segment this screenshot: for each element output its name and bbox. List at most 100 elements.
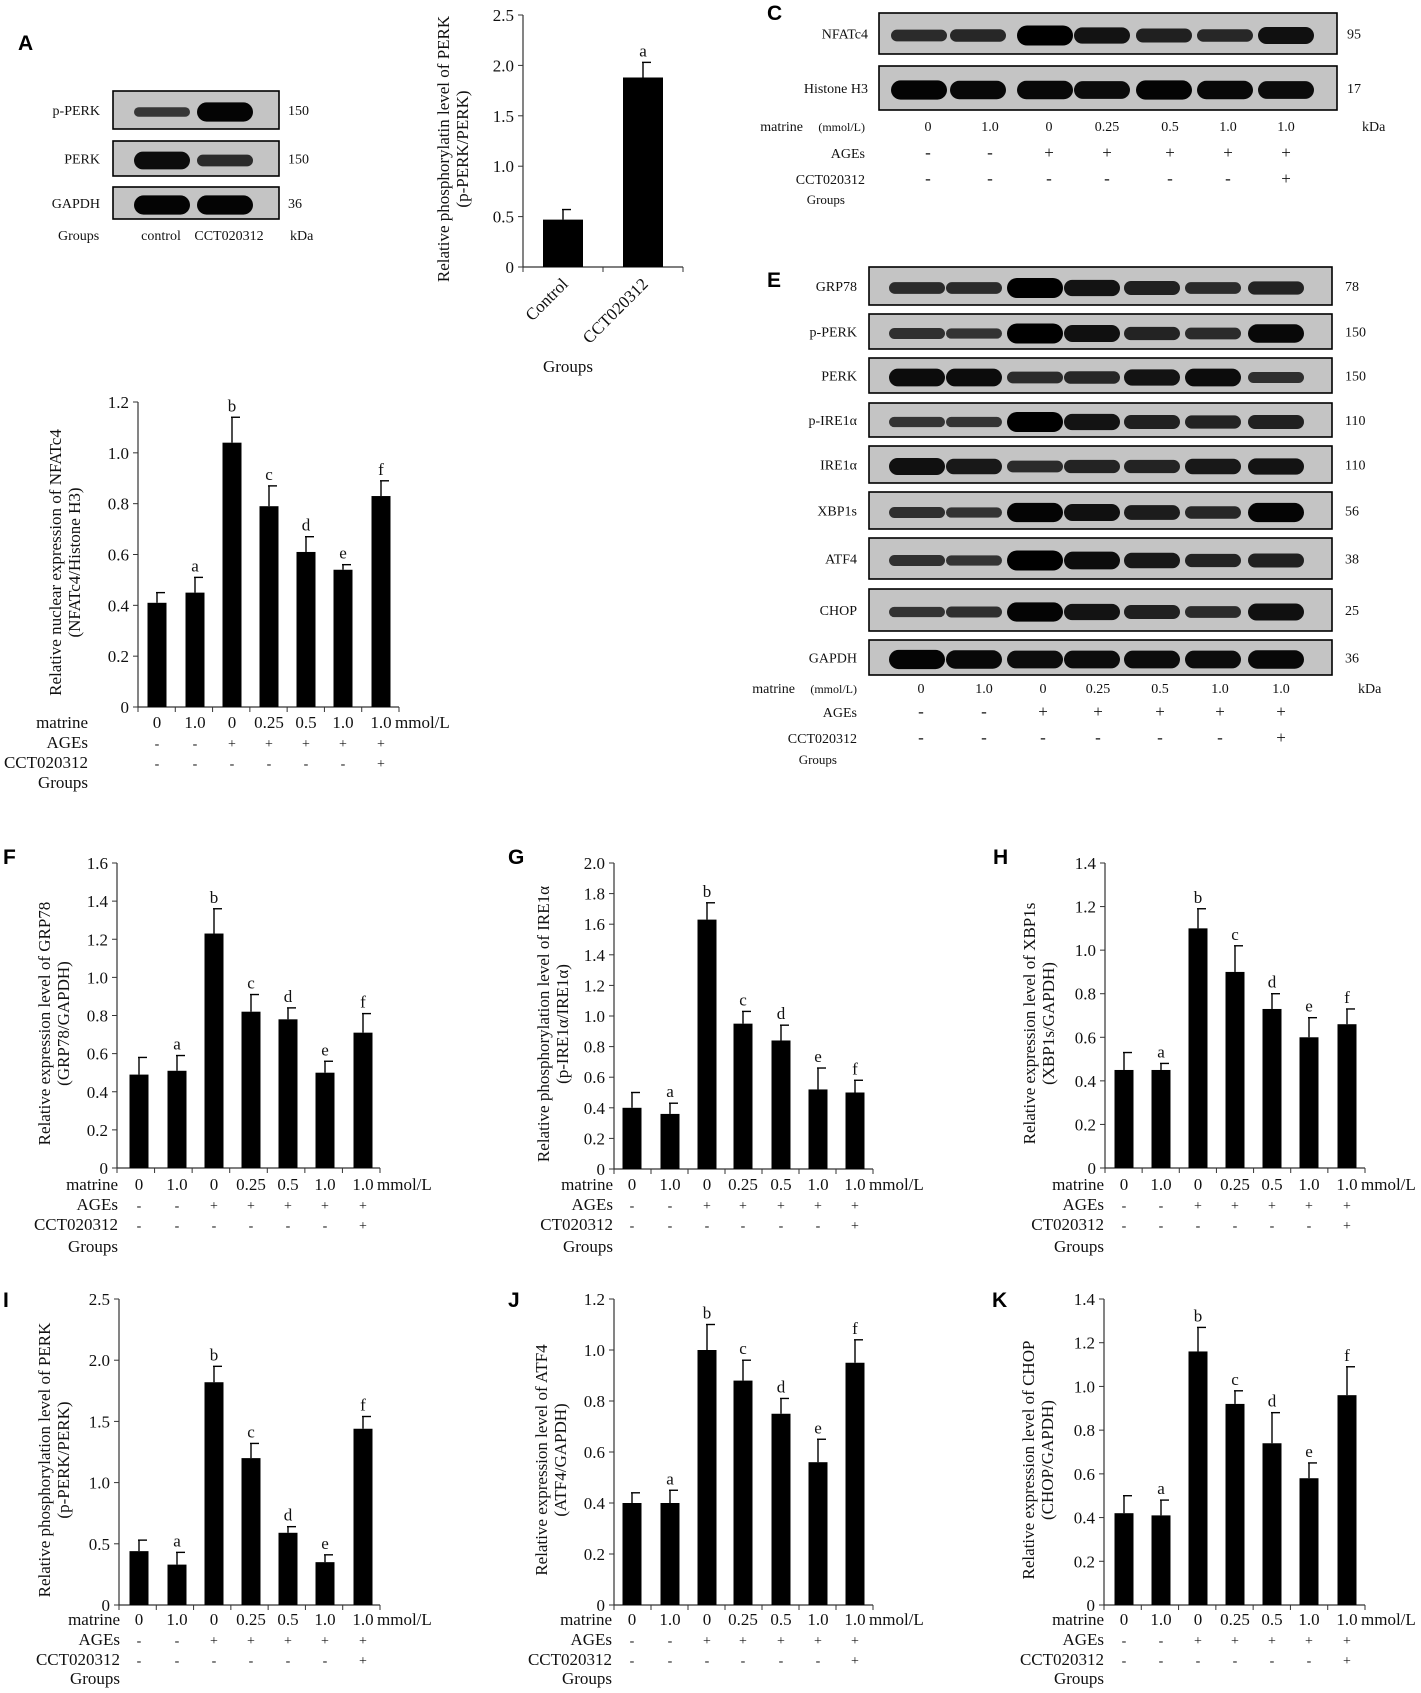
molecular-weight-label: 36: [1345, 652, 1359, 667]
matrine-value: 1.0: [1150, 1610, 1171, 1629]
bar: [1225, 971, 1245, 1168]
y-tick-label: 1.0: [1075, 941, 1096, 960]
protein-band: [1248, 502, 1304, 523]
x-tick-label: CCT020312: [579, 274, 652, 347]
significance-label: c: [739, 990, 747, 1009]
blot-row-label: XBP1s: [817, 505, 857, 520]
y-tick-label: 0.2: [1074, 1552, 1095, 1571]
y-tick-label: 0: [1088, 1159, 1097, 1178]
cct-value: -: [212, 1654, 217, 1669]
groups-label: Groups: [38, 773, 88, 792]
matrine-value: 1.0: [807, 1175, 828, 1194]
protein-band: [891, 80, 947, 100]
significance-label: f: [360, 993, 366, 1012]
protein-band: [1185, 282, 1241, 294]
protein-band: [1248, 372, 1304, 383]
ages-value: +: [228, 737, 236, 752]
bar: [1114, 1069, 1134, 1168]
protein-band: [1064, 413, 1120, 431]
ages-value: +: [814, 1199, 822, 1214]
molecular-weight-label: 56: [1345, 505, 1359, 520]
ages-value: +: [814, 1634, 822, 1649]
matrine-value: 0.5: [295, 713, 316, 732]
blot-row-label: ATF4: [825, 553, 857, 568]
cct020312-label: CT020312: [1031, 1215, 1104, 1234]
ages-value: +: [321, 1199, 329, 1214]
matrine-value: 0.25: [1095, 120, 1120, 135]
significance-label: b: [210, 1345, 219, 1364]
bar: [845, 1092, 865, 1169]
blot-row: CHOP 25: [820, 588, 1359, 632]
cct-value: -: [1217, 728, 1223, 747]
ages-value: +: [851, 1199, 859, 1214]
matrine-value: 1.0: [1219, 120, 1237, 135]
matrine-value: 1.0: [844, 1175, 865, 1194]
cct-value: -: [1307, 1219, 1312, 1234]
y-tick-label: 0.4: [1075, 1072, 1097, 1091]
significance-label: d: [1268, 1392, 1277, 1411]
unit-label: mmol/L: [1361, 1610, 1416, 1629]
significance-label: d: [1268, 973, 1277, 992]
bar: [1262, 1008, 1282, 1168]
cct-value: -: [267, 757, 272, 772]
bar: [147, 602, 167, 707]
molecular-weight-label: 36: [288, 197, 302, 212]
matrine-value: 0: [210, 1610, 219, 1629]
protein-band: [946, 507, 1002, 518]
blot-row: XBP1s 56: [817, 491, 1359, 530]
y-tick-label: 0.4: [87, 1083, 109, 1102]
cct-value: -: [1159, 1654, 1164, 1669]
cct-value: -: [1046, 169, 1052, 188]
protein-band: [1248, 603, 1304, 621]
matrine-label: matrine: [1052, 1175, 1104, 1194]
ages-value: +: [210, 1199, 218, 1214]
ages-value: -: [175, 1199, 180, 1214]
ages-label: AGEs: [570, 1630, 612, 1649]
protein-band: [1064, 551, 1120, 570]
blot-row: GRP78 78: [816, 266, 1359, 306]
cct-value: -: [1122, 1654, 1127, 1669]
cct-value: -: [705, 1654, 710, 1669]
ages-value: +: [247, 1199, 255, 1214]
protein-band: [197, 195, 253, 215]
y-axis-title-line: (ATF4/GAPDH): [551, 1403, 570, 1516]
y-axis-title-line: Relative expression level of GRP78: [35, 902, 54, 1146]
bar: [771, 1413, 791, 1605]
protein-band: [1258, 81, 1314, 99]
y-tick-label: 1.0: [108, 444, 129, 463]
bar: [1151, 1515, 1171, 1605]
y-tick-label: 1.2: [1074, 1334, 1095, 1353]
matrine-value: 0: [703, 1610, 712, 1629]
significance-label: c: [247, 1422, 255, 1441]
cct-value: -: [137, 1219, 142, 1234]
protein-band: [1064, 650, 1120, 669]
matrine-value: 0.5: [1261, 1610, 1282, 1629]
cct-value: -: [981, 728, 987, 747]
blot-row: ATF4 38: [825, 537, 1359, 580]
y-tick-label: 0.4: [584, 1494, 606, 1513]
matrine-value: 1.0: [1336, 1175, 1357, 1194]
ages-value: +: [1093, 702, 1103, 721]
matrine-value: 1.0: [166, 1610, 187, 1629]
y-axis-title-line: (p-PERK/PERK): [54, 1401, 73, 1518]
bar: [353, 1032, 373, 1168]
blot-row-label: p-IRE1α: [808, 414, 857, 429]
protein-band: [1185, 368, 1241, 387]
y-tick-label: 1.0: [584, 1341, 605, 1360]
cct-value: -: [918, 728, 924, 747]
protein-band: [1124, 369, 1180, 386]
bar: [808, 1462, 828, 1605]
blot-row-label: PERK: [64, 153, 100, 168]
blot-row-label: p-PERK: [810, 326, 857, 341]
protein-band: [1258, 27, 1314, 44]
bar: [623, 77, 663, 267]
y-tick-label: 1.2: [87, 930, 108, 949]
cct-value: -: [630, 1219, 635, 1234]
protein-band: [1248, 650, 1304, 669]
bar: [333, 569, 353, 707]
cct-value: +: [851, 1654, 859, 1669]
bar: [204, 933, 224, 1168]
bar: [622, 1107, 642, 1169]
matrine-value: 1.0: [314, 1610, 335, 1629]
